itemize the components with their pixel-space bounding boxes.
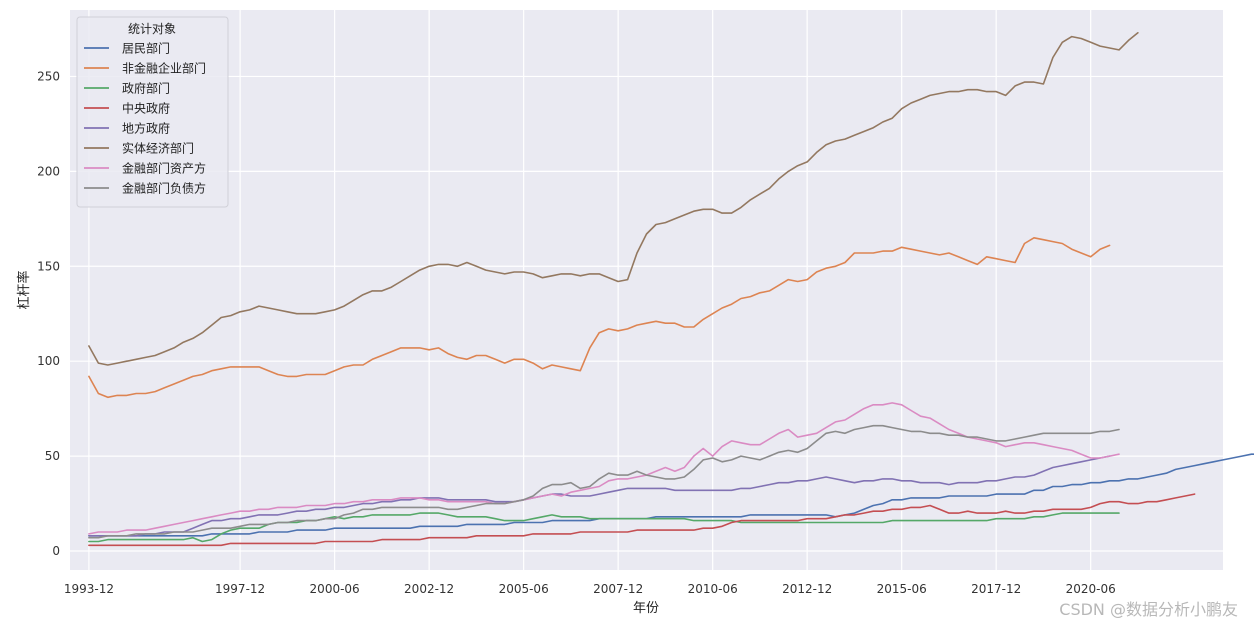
x-tick-label: 2015-06 (877, 582, 927, 596)
y-tick-label: 200 (37, 164, 60, 178)
gridlines (70, 10, 1223, 570)
x-axis-ticks: 1993-12 1997-12 2000-06 2002-12 2005-06 2007-… (64, 582, 1116, 596)
series-line (88, 402, 1120, 535)
series-line (88, 453, 1254, 537)
legend-label: 地方政府 (122, 121, 170, 136)
x-tick-label: 2017-12 (971, 582, 1021, 596)
legend-label: 实体经济部门 (122, 141, 194, 156)
x-tick-label: 1997-12 (215, 582, 265, 596)
y-tick-label: 150 (37, 259, 60, 273)
y-axis-title: 杠杆率 (16, 270, 32, 309)
watermark: CSDN @数据分析小鹏友 (1059, 600, 1238, 619)
x-tick-label: 2007-12 (593, 582, 643, 596)
x-tick-label: 2020-06 (1066, 582, 1116, 596)
legend-label: 居民部门 (122, 41, 170, 56)
x-tick-label: 2005-06 (499, 582, 549, 596)
y-tick-label: 100 (37, 354, 60, 368)
legend-label: 中央政府 (122, 101, 170, 116)
series-lines (88, 31, 1254, 547)
legend: 统计对象 居民部门非金融企业部门政府部门中央政府地方政府实体经济部门金融部门资产… (76, 16, 229, 208)
series-line (88, 512, 1120, 543)
legend-title: 统计对象 (128, 22, 176, 36)
legend-label: 政府部门 (122, 81, 170, 96)
x-tick-label: 2010-06 (688, 582, 738, 596)
series-line (88, 237, 1111, 399)
series-line (88, 31, 1139, 366)
legend-label: 非金融企业部门 (122, 61, 206, 76)
series-line (88, 493, 1196, 547)
x-tick-label: 1993-12 (64, 582, 114, 596)
legend-label: 金融部门资产方 (122, 161, 206, 176)
y-tick-label: 50 (45, 449, 60, 463)
x-tick-label: 2002-12 (404, 582, 454, 596)
x-tick-label: 2012-12 (782, 582, 832, 596)
legend-label: 金融部门负债方 (122, 181, 206, 196)
x-axis-title: 年份 (633, 601, 659, 616)
y-tick-label: 250 (37, 69, 60, 83)
x-tick-label: 2000-06 (310, 582, 360, 596)
y-tick-label: 0 (52, 544, 60, 558)
y-axis-ticks: 0 50 100 150 200 250 (37, 69, 60, 558)
series-line (88, 455, 1111, 537)
legend-box (76, 16, 229, 208)
plot-area (70, 10, 1223, 570)
series-line (88, 424, 1120, 539)
